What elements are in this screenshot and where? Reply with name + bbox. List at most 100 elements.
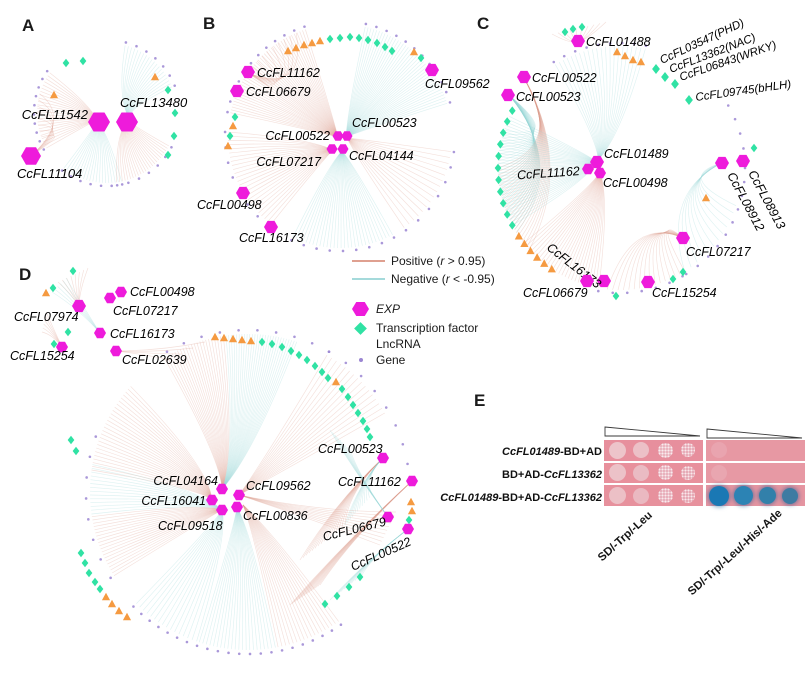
positive-edge [239, 86, 339, 138]
positive-edge [301, 480, 413, 598]
negative-edge [91, 467, 223, 511]
exp-hexagon-node [406, 475, 418, 487]
positive-edge [115, 350, 171, 361]
positive-edge [317, 480, 413, 587]
positive-edge [233, 100, 339, 138]
positive-edge [238, 494, 393, 520]
lncrna-triangle-node [41, 288, 51, 297]
exp-hexagon-node [115, 286, 127, 298]
negative-edge [236, 506, 258, 650]
gene-dot [42, 148, 46, 151]
gene-dot [339, 623, 343, 627]
positive-edge [628, 232, 684, 290]
positive-edge [179, 349, 223, 490]
exp-hexagon-node [104, 292, 116, 304]
exp-hexagon-node [501, 88, 515, 102]
gene-dot [157, 625, 160, 629]
negative-edge [498, 95, 534, 182]
negative-edge [688, 162, 723, 258]
positive-edge [247, 32, 298, 79]
negative-edge [341, 150, 374, 244]
tf-diamond-node [164, 85, 172, 95]
positive-edge [326, 457, 384, 540]
positive-edge [652, 232, 684, 285]
y2h-row-label: CcFL01489-BD+AD [502, 445, 602, 459]
negative-edge [221, 335, 232, 490]
negative-edge [178, 509, 223, 635]
positive-edge [105, 423, 213, 501]
positive-edge [346, 137, 441, 187]
positive-edge [292, 480, 413, 604]
negative-edge [502, 95, 536, 135]
negative-edge [182, 509, 223, 637]
node-label: CcFL11162 [338, 475, 401, 489]
exp-hexagon-node [72, 299, 86, 313]
legend-label: LncRNA [376, 337, 421, 351]
positive-edge [118, 400, 213, 501]
plate-row-strip [604, 440, 703, 461]
positive-edge [31, 105, 54, 156]
negative-edge [202, 506, 238, 644]
positive-edge [346, 137, 427, 208]
negative-edge [690, 162, 723, 253]
positive-edge [100, 433, 213, 501]
gene-dot [562, 54, 566, 58]
negative-edge [352, 457, 384, 517]
gene-dot [84, 497, 88, 500]
positive-edge [505, 77, 543, 211]
negative-edge [89, 494, 223, 511]
tf-diamond-node [311, 361, 319, 371]
positive-edge [507, 77, 543, 217]
negative-edge [597, 46, 611, 161]
negative-edge [341, 150, 349, 248]
tf-diamond-node [338, 384, 346, 394]
blue-colony-spot [733, 486, 753, 506]
positive-edge [238, 494, 389, 528]
positive-edge [242, 504, 294, 644]
negative-edge [566, 57, 599, 161]
tf-diamond-node [303, 355, 311, 365]
colony-spot [657, 442, 673, 458]
positive-edge [346, 137, 447, 170]
negative-edge [509, 95, 539, 227]
negative-edge [234, 506, 240, 650]
node-label: CcFL13480 [120, 95, 188, 110]
negative-edge [505, 95, 537, 212]
negative-edge [344, 457, 384, 526]
negative-edge [236, 506, 247, 651]
negative-edge [345, 34, 389, 138]
gene-dot [249, 61, 253, 65]
positive-edge [346, 137, 405, 228]
gene-dot [265, 46, 268, 49]
positive-edge [242, 504, 326, 630]
negative-edge [322, 150, 343, 247]
gene-dot [738, 132, 742, 135]
node-label: CcFL11162 [257, 66, 320, 80]
tf-diamond-node [287, 346, 295, 356]
exp-hexagon-node [236, 186, 250, 200]
lncrna-triangle-node [331, 377, 341, 386]
positive-edge [278, 42, 339, 138]
panel-letter-e: E [474, 391, 486, 410]
positive-edge [311, 457, 384, 551]
exp-hexagon-node [425, 63, 439, 77]
y2h-label-segment: CcFL13362 [543, 469, 602, 481]
positive-edge [506, 77, 543, 214]
gene-dot [124, 41, 128, 44]
negative-edge [574, 54, 600, 161]
gene-dot [168, 74, 171, 77]
colony-spot [633, 442, 649, 459]
gene-dot [283, 34, 286, 37]
gene-dot [137, 177, 141, 180]
gene-dot [37, 86, 40, 89]
gene-dot [632, 42, 636, 46]
node-label: CcFL00523 [318, 442, 383, 456]
negative-edge [341, 150, 384, 240]
negative-edge [221, 338, 287, 490]
positive-edge [312, 480, 413, 590]
lncrna-triangle-node [520, 239, 529, 248]
positive-edge [644, 232, 684, 288]
tf-diamond-node [364, 35, 372, 45]
positive-edge [166, 356, 223, 490]
positive-edge [498, 77, 541, 176]
